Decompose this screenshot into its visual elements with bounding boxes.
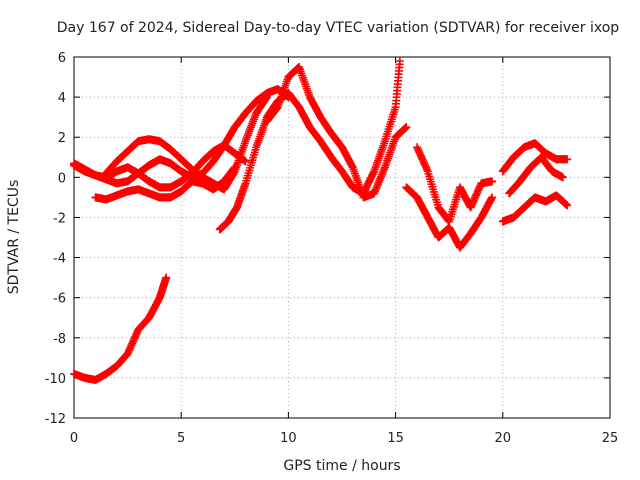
series-track-f — [262, 63, 411, 202]
x-tick-label: 0 — [70, 431, 78, 446]
x-tick-label: 5 — [177, 431, 185, 446]
series-track-k — [505, 153, 567, 198]
data-point — [402, 123, 411, 132]
y-tick-label: 2 — [58, 131, 66, 146]
data-point — [558, 173, 567, 182]
data-point — [262, 93, 271, 102]
y-tick-label: -4 — [53, 252, 66, 267]
x-axis-label: GPS time / hours — [283, 458, 400, 474]
y-tick-label: 6 — [58, 51, 66, 66]
data-point — [563, 201, 572, 210]
y-tick-label: -12 — [45, 412, 66, 427]
data-point — [162, 273, 171, 282]
series-track-h — [413, 143, 497, 226]
series-track-d — [102, 93, 271, 194]
y-axis-label: SDTVAR / TECUs — [6, 180, 22, 295]
chart-title: Day 167 of 2024, Sidereal Day-to-day VTE… — [57, 20, 620, 36]
y-tick-label: -8 — [53, 332, 66, 347]
plot-frame — [73, 56, 611, 419]
data-point — [241, 157, 250, 166]
x-tick-label: 15 — [387, 431, 404, 446]
y-tick-label: -2 — [53, 211, 66, 226]
x-tick-label: 10 — [280, 431, 297, 446]
y-tick-label: -10 — [45, 372, 66, 387]
series-track-j — [498, 139, 572, 176]
y-tick-label: 4 — [58, 91, 66, 106]
axis-ticks: 0 5 10 15 20 25 -12 -10 -8 -6 -4 -2 0 2 4 6 — [45, 51, 619, 446]
data-point — [395, 57, 404, 66]
series-track-l — [70, 273, 171, 384]
y-tick-label: -6 — [53, 292, 66, 307]
y-tick-label: 0 — [58, 171, 66, 186]
x-tick-label: 25 — [602, 431, 619, 446]
series-track-g — [402, 183, 497, 252]
data-point — [563, 155, 572, 164]
series-track-i — [498, 191, 572, 226]
data-marks — [70, 57, 572, 384]
x-tick-label: 20 — [495, 431, 512, 446]
data-point — [488, 193, 497, 202]
data-point — [488, 177, 497, 186]
grid-lines — [74, 57, 610, 418]
